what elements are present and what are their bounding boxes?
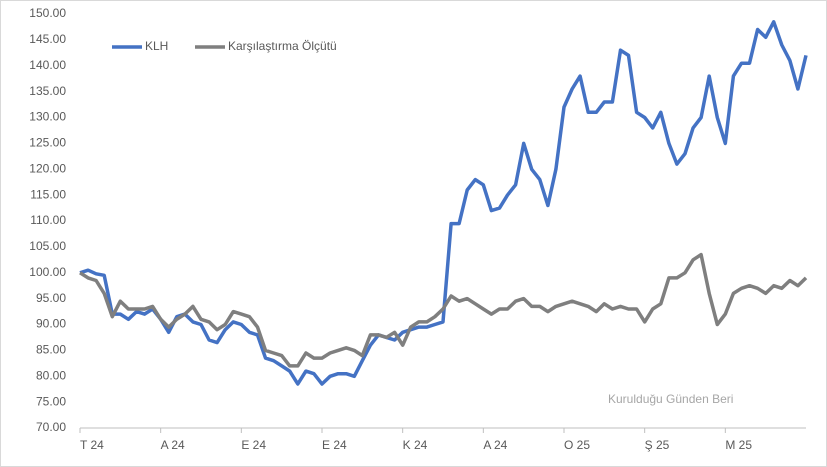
series-line: [79, 252, 808, 368]
legend-label: KLH: [145, 39, 168, 53]
y-tick-label: 150.00: [29, 6, 66, 20]
y-tick-label: 100.00: [29, 265, 66, 279]
y-tick-label: 70.00: [36, 420, 66, 434]
y-tick-label: 90.00: [36, 317, 66, 331]
y-tick-label: 75.00: [36, 394, 66, 408]
x-tick-label: E 24: [241, 438, 266, 452]
y-tick-label: 95.00: [36, 291, 66, 305]
y-tick-label: 80.00: [36, 368, 66, 382]
x-tick-label: E 24: [322, 438, 347, 452]
x-tick-label: K 24: [403, 438, 428, 452]
x-tick-label: M 25: [725, 438, 752, 452]
annotation: Kurulduğu Günden Beri: [608, 392, 733, 406]
series-line: [79, 20, 808, 386]
y-tick-label: 135.00: [29, 84, 66, 98]
y-tick-label: 130.00: [29, 110, 66, 124]
y-tick-label: 145.00: [29, 32, 66, 46]
x-tick-label: T 24: [80, 438, 104, 452]
y-tick-label: 105.00: [29, 239, 66, 253]
x-tick-label: A 24: [483, 438, 507, 452]
x-tick-label: Ş 25: [645, 438, 670, 452]
x-tick-label: A 24: [161, 438, 185, 452]
x-tick-label: O 25: [564, 438, 590, 452]
legend-label: Karşılaştırma Ölçütü: [228, 39, 337, 53]
y-tick-label: 120.00: [29, 161, 66, 175]
y-tick-label: 140.00: [29, 58, 66, 72]
y-tick-label: 125.00: [29, 136, 66, 150]
y-tick-label: 110.00: [30, 213, 66, 227]
y-tick-label: 115.00: [30, 187, 66, 201]
y-tick-label: 85.00: [36, 343, 66, 357]
